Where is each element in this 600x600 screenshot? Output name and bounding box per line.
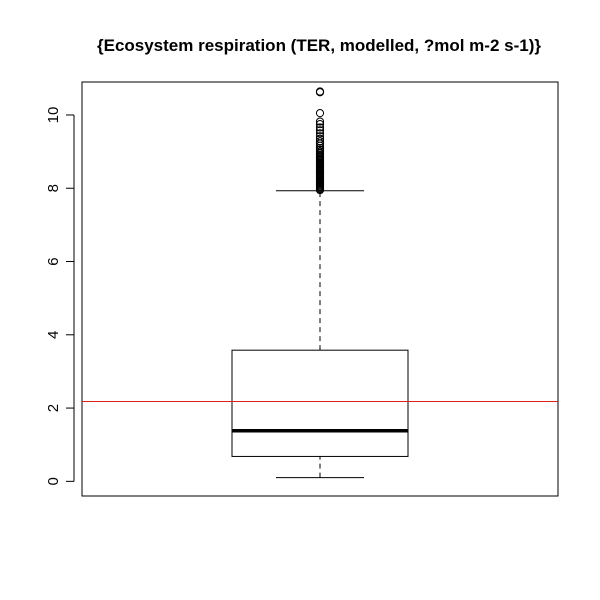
outlier-point <box>315 143 325 153</box>
y-tick-label: 0 <box>45 477 62 485</box>
box-group <box>231 349 409 457</box>
outlier-point <box>315 134 325 143</box>
y-tick-label: 10 <box>45 107 62 124</box>
outlier-point <box>315 120 325 129</box>
outlier-point <box>315 126 325 135</box>
outlier-point <box>315 117 325 126</box>
y-tick-label: 2 <box>45 404 62 412</box>
outlier-group <box>315 87 325 195</box>
outlier-point <box>315 137 325 146</box>
plot-frame <box>81 81 559 497</box>
outlier-point <box>315 129 325 138</box>
outlier-point <box>315 109 325 118</box>
y-tick-label: 8 <box>45 184 62 192</box>
y-tick-label: 6 <box>45 257 62 265</box>
y-tick-label: 4 <box>45 331 62 339</box>
chart-title: {Ecosystem respiration (TER, modelled, ?… <box>97 36 541 55</box>
outlier-point <box>315 132 325 141</box>
whiskers <box>276 190 364 479</box>
y-axis: 0 2 4 6 8 10 <box>45 107 75 486</box>
outlier-point <box>315 87 325 96</box>
outlier-point <box>315 123 325 132</box>
iqr-box <box>231 349 409 457</box>
